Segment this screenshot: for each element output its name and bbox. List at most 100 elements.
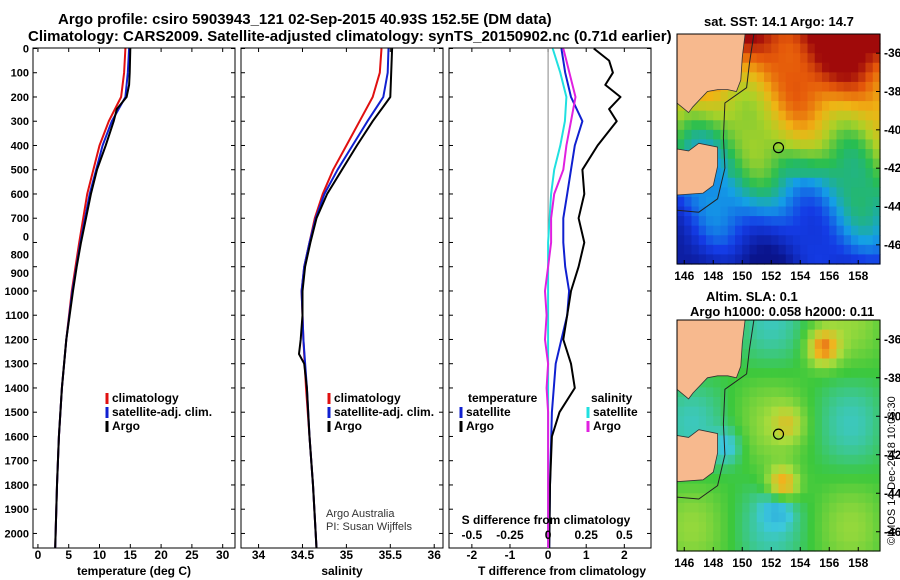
- map-cell: [807, 522, 816, 533]
- map-cell: [800, 368, 809, 379]
- map-cell: [713, 168, 722, 179]
- map-cell: [865, 512, 874, 523]
- map-cell: [807, 329, 816, 340]
- map-cell: [872, 512, 881, 523]
- map-cell: [713, 254, 722, 265]
- map-cell: [836, 158, 845, 169]
- map-x-tick-label: 156: [819, 269, 839, 283]
- map-cell: [807, 397, 816, 408]
- map-cell: [720, 493, 729, 504]
- map-cell: [749, 53, 758, 64]
- map-cell: [771, 34, 780, 45]
- land-tasmania: [676, 429, 718, 483]
- map-cell: [865, 72, 874, 83]
- map-cell: [843, 225, 852, 236]
- map-cell: [785, 216, 794, 227]
- map-cell: [691, 541, 700, 552]
- map-cell: [764, 53, 772, 64]
- map-cell: [829, 320, 838, 331]
- map-cell: [807, 158, 816, 169]
- map-cell: [742, 435, 751, 446]
- map-cell: [829, 483, 838, 494]
- map-cell: [829, 368, 838, 379]
- map-cell: [771, 254, 780, 265]
- map-cell: [872, 474, 881, 485]
- map-cell: [778, 196, 787, 208]
- map-cell: [749, 454, 758, 465]
- map-cell: [814, 483, 823, 494]
- map-cell: [720, 129, 729, 141]
- map-cell: [727, 493, 736, 504]
- map-cell: [756, 139, 765, 150]
- map-cell: [851, 377, 859, 388]
- map-cell: [807, 53, 816, 64]
- map-cell: [691, 387, 700, 398]
- map-cell: [742, 358, 751, 369]
- map-cell: [691, 120, 700, 131]
- map-cell: [793, 216, 801, 227]
- map-cell: [822, 168, 830, 179]
- map-cell: [865, 522, 874, 533]
- map-cell: [727, 406, 736, 417]
- map-cell: [691, 196, 700, 208]
- map-cell: [843, 474, 852, 485]
- map-cell: [771, 62, 780, 73]
- map-cell: [829, 397, 838, 408]
- map-x-tick-label: 150: [732, 556, 752, 570]
- map-cell: [800, 416, 809, 427]
- map-cell: [851, 101, 859, 112]
- map-cell: [778, 91, 787, 102]
- map-y-tick-label: -38: [884, 371, 900, 385]
- map-cell: [778, 43, 787, 54]
- map-cell: [865, 34, 874, 45]
- map-cell: [793, 387, 801, 398]
- map-cell: [843, 329, 852, 340]
- map-cell: [778, 149, 787, 160]
- map-cell: [756, 53, 765, 64]
- map-cell: [872, 168, 881, 179]
- map-cell: [793, 464, 801, 475]
- map-cell: [793, 368, 801, 379]
- map-cell: [822, 120, 830, 131]
- map-cell: [836, 62, 845, 73]
- map-cell: [829, 502, 838, 514]
- map-cell: [764, 168, 772, 179]
- map-cell: [822, 110, 830, 121]
- map-cell: [800, 216, 809, 227]
- map-cell: [851, 81, 859, 93]
- map-cell: [720, 91, 729, 102]
- map-cell: [822, 474, 830, 485]
- map-cell: [677, 120, 685, 131]
- map-cell: [851, 512, 859, 523]
- legend-title-temperature: temperature: [468, 391, 538, 405]
- map-cell: [691, 244, 700, 256]
- map-cell: [829, 348, 838, 360]
- map-cell: [851, 502, 859, 514]
- map-cell: [713, 235, 722, 246]
- map-cell: [872, 416, 881, 427]
- map-cell: [727, 425, 736, 437]
- legend-label: Argo: [593, 419, 621, 433]
- map-cell: [807, 235, 816, 246]
- map-cell: [793, 445, 801, 456]
- map-cell: [865, 187, 874, 198]
- map-cell: [764, 348, 772, 360]
- map-cell: [735, 541, 743, 552]
- map-cell: [742, 512, 751, 523]
- map-cell: [843, 139, 852, 150]
- map-cell: [778, 493, 787, 504]
- map-cell: [843, 522, 852, 533]
- map-cell: [836, 53, 845, 64]
- map-cell: [778, 101, 787, 112]
- map-cell: [872, 522, 881, 533]
- plot-frame-temperature: [32, 47, 236, 549]
- map-cell: [677, 225, 685, 236]
- map-cell: [749, 101, 758, 112]
- depth-tick-label: 700: [11, 213, 29, 225]
- map-cell: [756, 225, 765, 236]
- map-cell: [727, 445, 736, 456]
- map-cell: [807, 72, 816, 83]
- x-axis-label: salinity: [321, 564, 363, 578]
- map-y-tick-label: -40: [884, 409, 900, 423]
- map-cell: [764, 531, 772, 542]
